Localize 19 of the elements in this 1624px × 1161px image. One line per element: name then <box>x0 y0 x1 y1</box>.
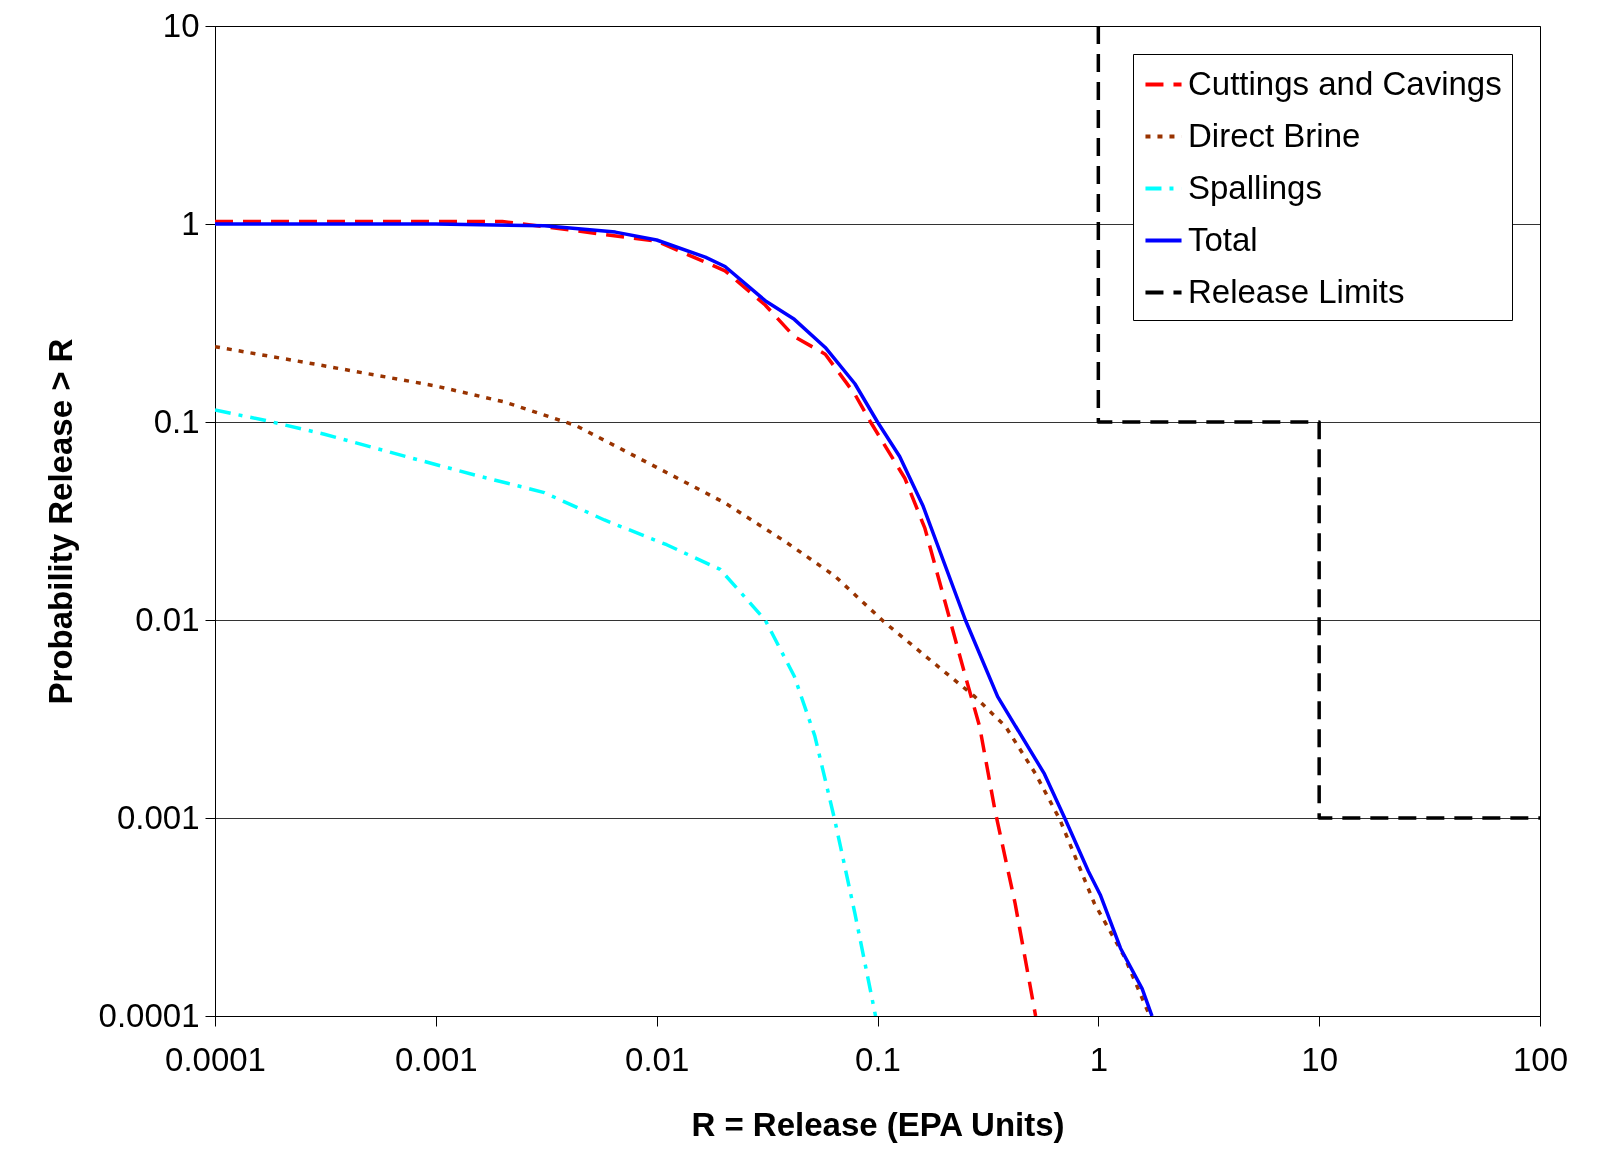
x-tick-label: 10 <box>1301 1040 1339 1078</box>
x-tick-label: 0.1 <box>855 1040 901 1078</box>
y-tick-label: 1 <box>181 204 200 242</box>
y-tick-label: 0.1 <box>153 402 200 440</box>
legend-label: Direct Brine <box>1188 116 1361 154</box>
y-tick-label: 0.0001 <box>98 996 200 1034</box>
y-tick-label: 0.01 <box>135 600 200 638</box>
y-tick-label: 0.001 <box>116 798 200 836</box>
legend-label: Total <box>1188 220 1258 258</box>
x-tick-label: 100 <box>1512 1040 1569 1078</box>
x-tick-label: 0.01 <box>625 1040 690 1078</box>
legend-label: Spallings <box>1188 168 1322 206</box>
x-axis-title: R = Release (EPA Units) <box>691 1105 1065 1143</box>
legend-label: Release Limits <box>1188 272 1405 310</box>
y-tick-label: 10 <box>162 6 200 44</box>
x-tick-label: 1 <box>1089 1040 1109 1078</box>
x-tick-label: 0.001 <box>395 1040 478 1078</box>
y-axis-title: Probability Release > R <box>41 338 79 705</box>
legend-label: Cuttings and Cavings <box>1188 64 1502 102</box>
